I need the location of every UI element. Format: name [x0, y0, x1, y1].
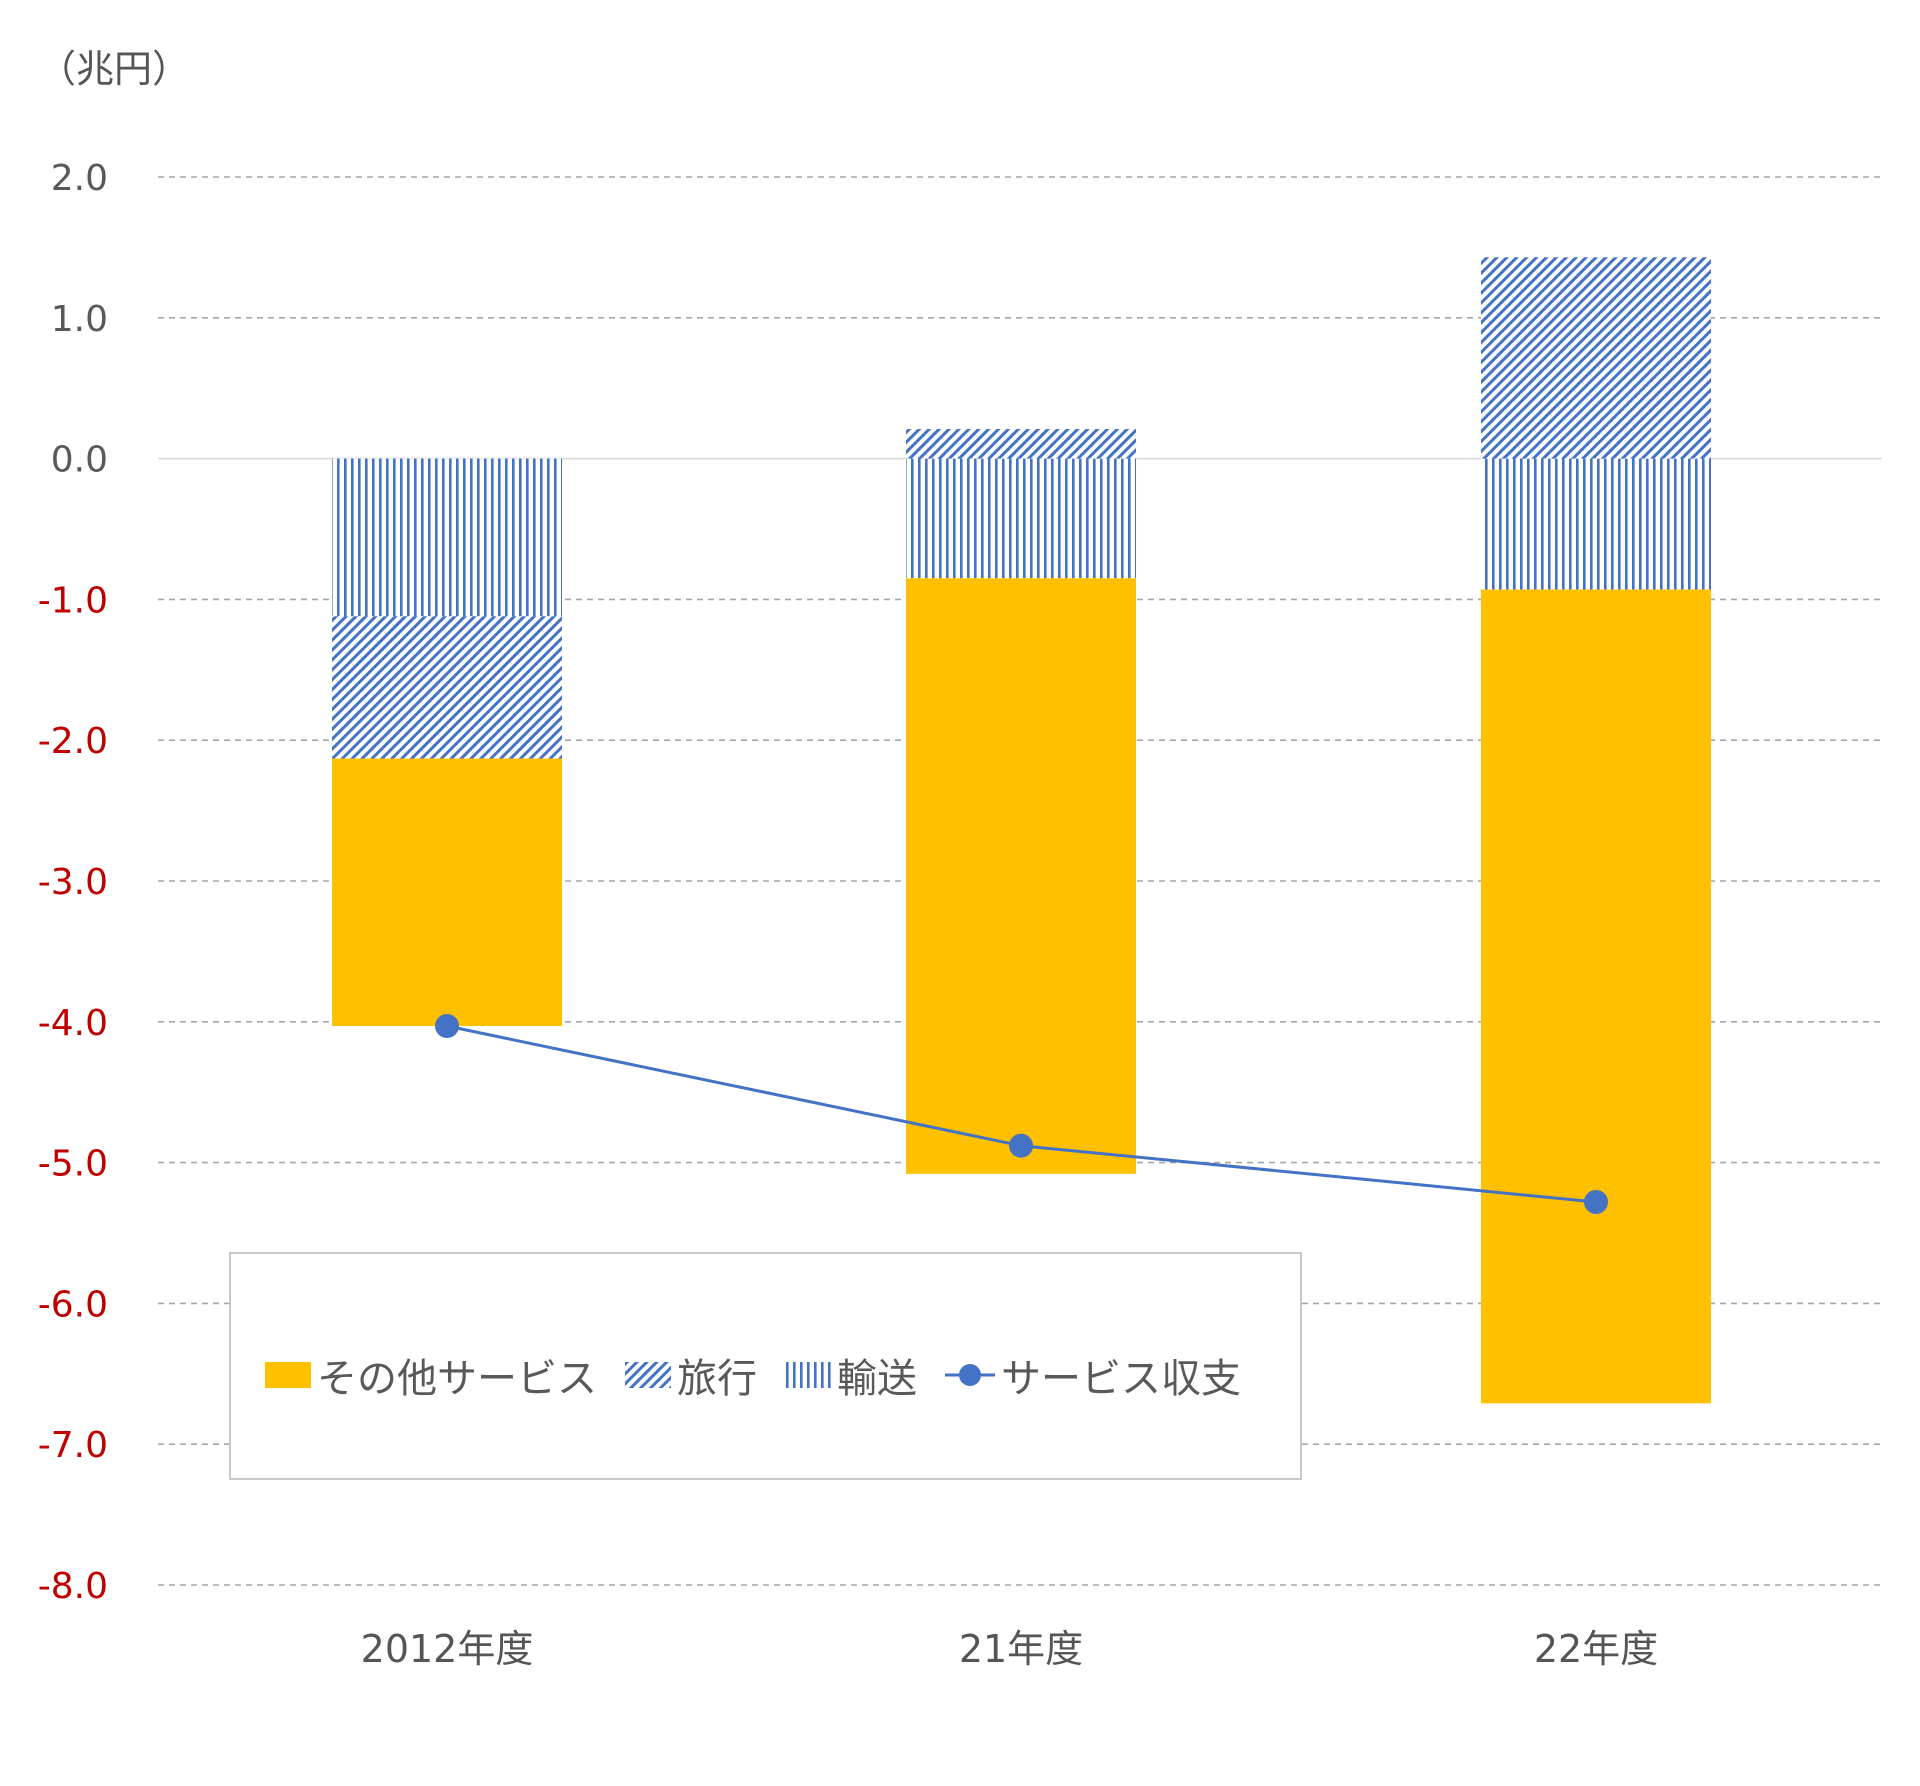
- legend-label-transport: 輸送: [837, 1356, 917, 1402]
- bar-segment: [332, 616, 562, 759]
- bar-segment: [332, 758, 562, 1027]
- legend-item-balance: サービス収支: [945, 1346, 1241, 1404]
- y-tick-label: 2.0: [51, 158, 108, 199]
- legend-label-travel: 旅行: [677, 1356, 757, 1402]
- stacked-bars: [332, 257, 1711, 1404]
- legend-item-travel: 旅行: [625, 1346, 757, 1404]
- legend-item-other-services: その他サービス: [265, 1346, 597, 1404]
- y-tick-label: -2.0: [38, 721, 108, 762]
- bar-segment: [1481, 257, 1711, 459]
- balance-point: [435, 1014, 459, 1039]
- y-tick-label: 0.0: [51, 440, 108, 481]
- legend-swatch-other-services: [265, 1362, 311, 1388]
- x-axis-ticks: 2012年度 21年度 22年度: [361, 1627, 1659, 1671]
- y-tick-label: -8.0: [38, 1566, 108, 1607]
- bar-segment: [1481, 589, 1711, 1404]
- legend-swatch-travel: [625, 1362, 671, 1388]
- legend-item-transport: 輸送: [785, 1346, 917, 1404]
- y-tick-label: -5.0: [38, 1144, 108, 1185]
- y-tick-label: -3.0: [38, 862, 108, 903]
- y-tick-label: -1.0: [38, 580, 108, 621]
- balance-point: [1584, 1190, 1608, 1215]
- y-tick-label: -7.0: [38, 1425, 108, 1466]
- legend: その他サービス 旅行 輸送 サービス収支: [229, 1252, 1302, 1480]
- legend-line-marker-icon: [945, 1364, 995, 1386]
- y-tick-label: 1.0: [51, 299, 108, 340]
- x-tick-label: 21年度: [959, 1627, 1083, 1671]
- balance-point: [1009, 1133, 1033, 1158]
- bar-segment: [906, 458, 1136, 579]
- bar-segment: [906, 429, 1136, 459]
- legend-swatch-transport: [785, 1362, 831, 1388]
- legend-label-balance: サービス収支: [1001, 1356, 1241, 1402]
- bar-segment: [906, 578, 1136, 1174]
- bar-segment: [332, 458, 562, 617]
- y-axis-unit-label: （兆円）: [38, 47, 191, 91]
- y-tick-label: -4.0: [38, 1003, 108, 1044]
- y-axis-ticks: 2.0 1.0 0.0 -1.0 -2.0 -3.0 -4.0 -5.0 -6.0 -7.0 -8.…: [38, 158, 108, 1607]
- x-tick-label: 22年度: [1534, 1627, 1658, 1671]
- y-tick-label: -6.0: [38, 1284, 108, 1325]
- bar-segment: [1481, 458, 1711, 590]
- balance-line-series: [435, 1014, 1608, 1215]
- x-tick-label: 2012年度: [361, 1627, 534, 1671]
- legend-label-other-services: その他サービス: [317, 1356, 597, 1402]
